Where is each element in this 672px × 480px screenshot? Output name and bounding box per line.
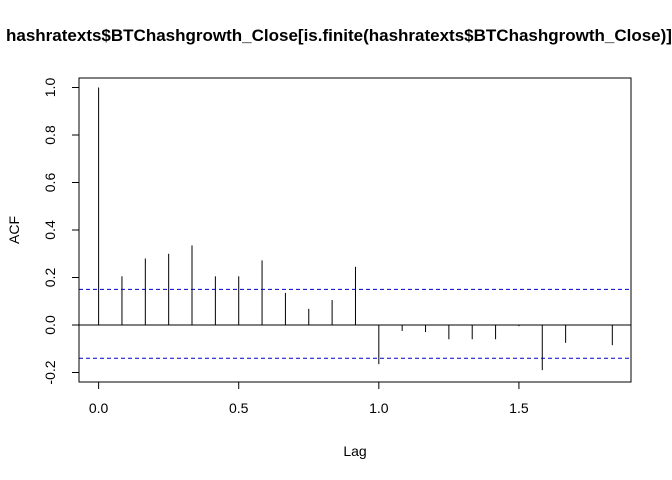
y-tick-label: 0.0 [42,315,58,335]
y-axis-label: ACF [6,216,22,244]
plot-frame [78,77,632,383]
x-tick-label: 0.5 [229,400,249,416]
y-tick-label: 0.2 [42,268,58,288]
acf-bars [98,87,613,371]
x-axis-label: Lag [343,443,366,459]
chart-title: hashratexts$BTChashgrowth_Close[is.finit… [6,26,672,45]
y-tick-label: 0.6 [42,173,58,193]
y-tick-label: 0.8 [42,125,58,145]
y-tick-label: 1.0 [42,78,58,98]
y-tick-label: 0.4 [42,220,58,240]
x-axis: 0.0 0.5 1.0 1.5 [89,381,529,416]
x-tick-label: 1.0 [369,400,389,416]
y-axis: -0.2 0.0 0.2 0.4 0.6 0.8 1.0 [42,78,80,385]
confidence-bounds [79,288,631,359]
x-tick-label: 0.0 [89,400,109,416]
y-tick-label: -0.2 [42,360,58,384]
x-tick-label: 1.5 [509,400,529,416]
